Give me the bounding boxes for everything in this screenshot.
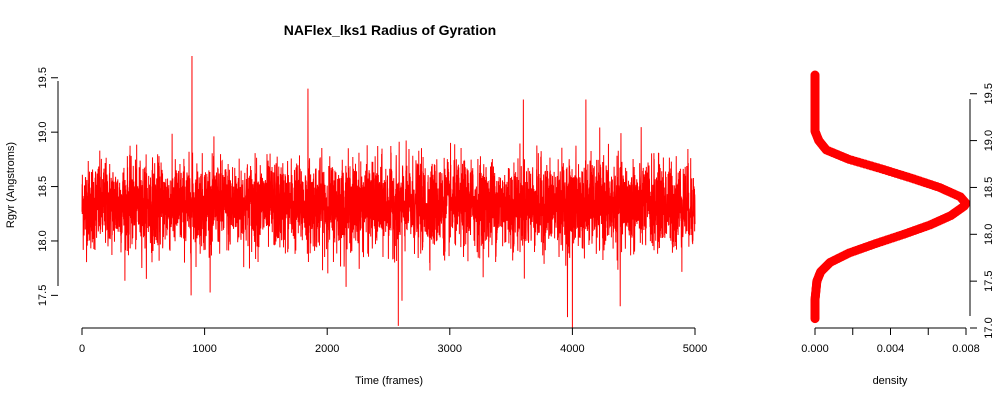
x-tick-label: 4000	[560, 343, 584, 355]
density-x-tick-label: 0.008	[952, 343, 980, 355]
density-x-tick-label: 0.004	[877, 343, 905, 355]
y-axis-ticks: 17.5 18.0 18.5 19.0 19.5	[37, 67, 58, 306]
y-tick-label: 19.5	[37, 67, 49, 88]
density-y-tick-label: 19.5	[983, 83, 995, 104]
density-y-tick-label: 17.5	[983, 270, 995, 291]
density-y-tick-label: 17.0	[983, 317, 995, 338]
density-x-axis-title: density	[873, 375, 908, 387]
x-axis-title: Time (frames)	[355, 375, 423, 387]
density-y-tick-label: 18.5	[983, 177, 995, 198]
x-axis-ticks: 0 1000 2000 3000 4000 5000	[79, 328, 707, 355]
x-tick-label: 1000	[192, 343, 216, 355]
x-tick-label: 5000	[683, 343, 707, 355]
chart-title: NAFlex_lks1 Radius of Gyration	[284, 22, 496, 38]
density-point	[810, 70, 820, 80]
y-tick-label: 18.5	[37, 176, 49, 197]
density-x-tick-label: 0.000	[801, 343, 829, 355]
rgyr-line	[81, 55, 696, 329]
rgyr-series	[81, 55, 696, 329]
y-tick-label: 19.0	[37, 121, 49, 142]
y-tick-label: 18.0	[37, 230, 49, 251]
x-tick-label: 2000	[315, 343, 339, 355]
density-series	[810, 70, 971, 324]
y-axis-title: Rgyr (Angstroms)	[5, 142, 17, 228]
x-tick-label: 3000	[438, 343, 462, 355]
density-y-axis-ticks: 17.0 17.5 18.0 18.5 19.0 19.5	[970, 83, 995, 339]
x-tick-label: 0	[79, 343, 85, 355]
density-x-axis-ticks: 0.000 0.004 0.008	[801, 328, 980, 355]
y-tick-label: 17.5	[37, 285, 49, 306]
density-y-tick-label: 19.0	[983, 130, 995, 151]
density-y-tick-label: 18.0	[983, 224, 995, 245]
